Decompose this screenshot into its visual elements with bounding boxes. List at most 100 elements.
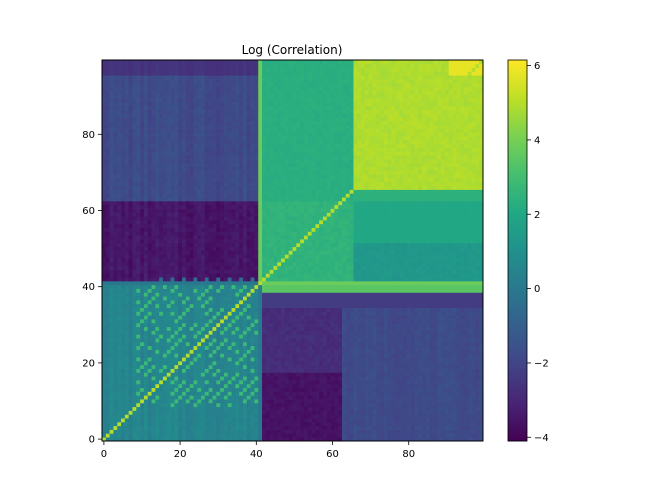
heatmap-cell xyxy=(410,380,415,385)
heatmap-cell xyxy=(204,410,210,415)
heatmap-cell xyxy=(372,277,377,282)
heatmap-cell xyxy=(292,311,297,316)
heatmap-cell xyxy=(189,303,194,308)
heatmap-cell xyxy=(315,418,320,423)
heatmap-cell xyxy=(140,338,145,343)
heatmap-cell xyxy=(197,261,202,267)
heatmap-cell xyxy=(151,345,156,350)
heatmap-cell xyxy=(262,334,267,339)
heatmap-cell xyxy=(147,319,152,324)
heatmap-cell xyxy=(422,437,427,442)
heatmap-cell xyxy=(147,326,152,331)
heatmap-cell xyxy=(162,296,168,301)
heatmap-cell xyxy=(463,349,469,354)
heatmap-cell xyxy=(376,311,381,316)
heatmap-cell xyxy=(197,437,202,442)
heatmap-cell xyxy=(448,364,453,369)
heatmap-cell xyxy=(330,307,335,312)
heatmap-cell xyxy=(391,399,396,404)
heatmap-cell xyxy=(235,269,240,274)
heatmap-cell xyxy=(311,265,316,270)
heatmap-cell xyxy=(197,387,202,392)
heatmap-cell xyxy=(353,273,358,278)
heatmap-cell xyxy=(463,410,469,415)
heatmap-cell xyxy=(288,254,293,259)
heatmap-cell xyxy=(227,315,232,320)
heatmap-cell xyxy=(174,402,179,408)
heatmap-cell xyxy=(429,395,434,400)
heatmap-cell xyxy=(136,261,141,267)
heatmap-cell xyxy=(223,368,229,373)
heatmap-cell xyxy=(124,326,130,331)
heatmap-cell xyxy=(345,410,350,415)
heatmap-cell xyxy=(136,322,141,328)
heatmap-cell xyxy=(395,315,400,320)
heatmap-cell xyxy=(406,277,411,282)
heatmap-cell xyxy=(471,319,476,324)
heatmap-cell xyxy=(147,341,152,347)
heatmap-cell xyxy=(326,265,331,270)
heatmap-cell xyxy=(166,273,171,278)
heatmap-cell xyxy=(227,402,232,408)
heatmap-cell xyxy=(178,300,183,305)
heatmap-cell xyxy=(410,372,415,377)
heatmap-cell xyxy=(246,421,251,427)
heatmap-cell xyxy=(475,360,480,366)
heatmap-cell xyxy=(162,258,168,263)
heatmap-cell xyxy=(204,345,210,350)
heatmap-cell xyxy=(300,383,305,389)
heatmap-cell xyxy=(311,406,316,411)
heatmap-cell xyxy=(357,349,362,354)
heatmap-cell xyxy=(182,334,187,339)
heatmap-cell xyxy=(292,322,297,328)
heatmap-cell xyxy=(441,429,446,434)
heatmap-cell xyxy=(456,322,461,328)
heatmap-cell xyxy=(452,326,457,331)
heatmap-cell xyxy=(292,341,297,347)
heatmap-cell xyxy=(277,334,282,339)
heatmap-cell xyxy=(273,421,278,427)
heatmap-cell xyxy=(471,353,476,358)
heatmap-cell xyxy=(227,322,232,328)
heatmap-cell xyxy=(307,372,312,377)
heatmap-cell xyxy=(216,391,221,396)
heatmap-cell xyxy=(235,307,240,312)
heatmap-cell xyxy=(151,410,156,415)
heatmap-cell xyxy=(262,254,267,259)
heatmap-cell xyxy=(456,345,461,350)
heatmap-cell xyxy=(357,254,362,259)
heatmap-cell xyxy=(121,429,126,434)
heatmap-cell xyxy=(166,406,171,411)
heatmap-cell xyxy=(174,383,179,389)
heatmap-cell xyxy=(117,277,122,282)
heatmap-cell xyxy=(143,280,149,286)
heatmap-cell xyxy=(387,345,392,350)
heatmap-cell xyxy=(315,307,320,312)
heatmap-cell xyxy=(437,315,442,320)
heatmap-cell xyxy=(414,360,419,366)
heatmap-cell xyxy=(258,395,263,400)
heatmap-cell xyxy=(402,345,408,350)
heatmap-cell xyxy=(235,418,240,423)
heatmap-cell xyxy=(102,383,107,389)
heatmap-cell xyxy=(334,349,339,354)
heatmap-cell xyxy=(334,341,339,347)
heatmap-cell xyxy=(284,380,290,385)
heatmap-cell xyxy=(296,406,301,411)
heatmap-cell xyxy=(193,277,198,282)
heatmap-cell xyxy=(277,338,282,343)
heatmap-cell xyxy=(364,341,370,347)
heatmap-cell xyxy=(376,383,381,389)
heatmap-cell xyxy=(121,284,126,289)
heatmap-cell xyxy=(307,391,312,396)
heatmap-cell xyxy=(159,372,164,377)
heatmap-cell xyxy=(239,380,244,385)
heatmap-cell xyxy=(223,433,229,438)
heatmap-cell xyxy=(140,273,145,278)
heatmap-cell xyxy=(136,277,141,282)
heatmap-cell xyxy=(262,345,267,350)
heatmap-cell xyxy=(319,402,324,408)
heatmap-cell xyxy=(265,391,270,396)
heatmap-cell xyxy=(288,425,293,430)
heatmap-cell xyxy=(227,399,232,404)
